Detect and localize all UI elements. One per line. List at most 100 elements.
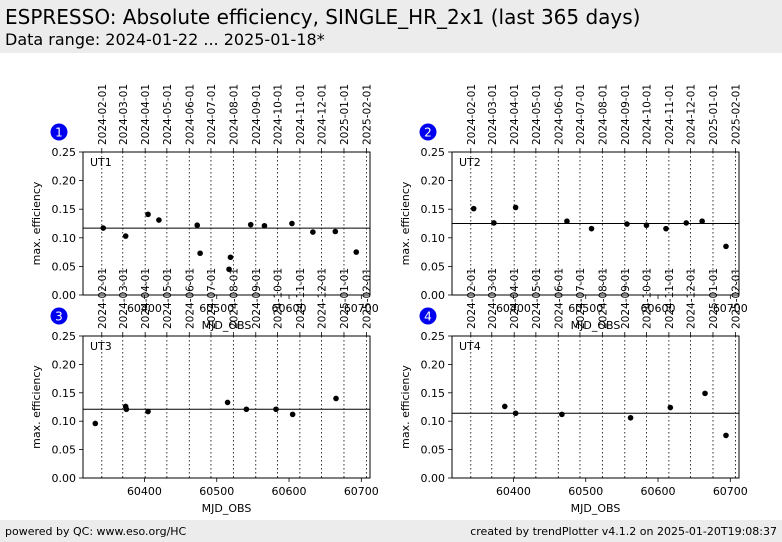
y-tick-label: 0.05 — [52, 260, 77, 273]
y-tick-label: 0.20 — [421, 175, 446, 188]
x-axis-label: MJD_OBS — [571, 319, 621, 332]
data-point — [624, 221, 630, 227]
data-point — [470, 205, 477, 212]
date-tick-label: 2024-10-01 — [641, 268, 653, 329]
x-tick-label: 60700 — [344, 302, 379, 315]
date-tick-label: 2024-06-01 — [184, 268, 196, 329]
footer-bar: powered by QC: www.eso.org/HC created by… — [0, 520, 782, 542]
date-tick-label: 2024-05-01 — [162, 84, 174, 145]
date-tick-label: 2024-04-01 — [509, 268, 521, 329]
y-axis-label: max. efficiency — [30, 365, 43, 449]
y-tick-label: 0.15 — [52, 203, 77, 216]
data-point — [273, 406, 279, 413]
data-point — [226, 266, 232, 273]
date-tick-label: 2024-02-01 — [466, 84, 478, 145]
data-point — [723, 243, 729, 250]
x-tick-label: 60500 — [199, 485, 234, 498]
data-point — [333, 395, 339, 402]
header-bar: ESPRESSO: Absolute efficiency, SINGLE_HR… — [0, 0, 782, 53]
y-tick-label: 0.25 — [421, 146, 446, 159]
data-point — [588, 225, 595, 232]
date-tick-label: 2024-03-01 — [118, 268, 130, 329]
date-tick-label: 2024-11-01 — [295, 268, 307, 329]
data-point — [289, 220, 295, 227]
panel-label: UT1 — [90, 156, 112, 169]
y-tick-label: 0.00 — [421, 289, 446, 302]
panel-label: UT2 — [459, 156, 481, 169]
date-tick-label: 2024-05-01 — [531, 84, 543, 145]
date-tick-label: 2024-12-01 — [686, 84, 698, 145]
date-tick-label: 2024-03-01 — [487, 268, 499, 329]
data-point — [156, 217, 162, 223]
data-point — [310, 229, 316, 235]
data-point — [353, 249, 360, 255]
panel-label: UT3 — [90, 340, 112, 353]
data-point — [145, 211, 151, 218]
date-tick-label: 2024-11-01 — [664, 268, 676, 329]
plot-background — [452, 336, 739, 478]
date-tick-label: 2024-12-01 — [317, 84, 329, 145]
date-tick-label: 2024-04-01 — [140, 268, 152, 329]
data-point — [332, 228, 339, 235]
y-tick-label: 0.00 — [421, 472, 446, 485]
plot-frame — [451, 151, 740, 296]
x-tick-label: 60600 — [641, 485, 676, 498]
y-tick-label: 0.10 — [52, 415, 77, 428]
x-tick-label: 60400 — [127, 485, 162, 498]
x-tick-label: 60400 — [496, 302, 531, 315]
x-axis-label: MJD_OBS — [202, 319, 252, 332]
data-point — [289, 411, 296, 418]
panel-number-badge — [50, 123, 68, 141]
plot-background — [83, 336, 370, 478]
data-point — [512, 410, 519, 417]
y-tick-label: 0.00 — [52, 289, 77, 302]
data-point — [627, 414, 634, 421]
date-tick-label: 2024-06-01 — [184, 84, 196, 145]
date-tick-label: 2025-01-01 — [708, 268, 720, 329]
date-tick-label: 2024-03-01 — [118, 84, 130, 145]
data-point — [197, 250, 203, 257]
date-tick-label: 2025-02-01 — [730, 268, 742, 329]
data-point — [224, 399, 231, 406]
date-tick-label: 2024-11-01 — [664, 84, 676, 145]
panel-number: 2 — [424, 126, 432, 140]
date-tick-label: 2024-05-01 — [531, 268, 543, 329]
date-tick-label: 2024-09-01 — [620, 268, 632, 329]
x-tick-label: 60400 — [496, 485, 531, 498]
y-tick-label: 0.10 — [421, 232, 446, 245]
data-point — [559, 411, 565, 418]
date-tick-label: 2024-02-01 — [97, 84, 109, 145]
date-tick-label: 2024-08-01 — [228, 84, 240, 145]
date-tick-label: 2024-04-01 — [509, 84, 521, 145]
date-tick-label: 2025-01-01 — [339, 268, 351, 329]
x-tick-label: 60700 — [713, 302, 748, 315]
data-point — [194, 222, 201, 229]
data-point — [123, 406, 130, 413]
data-point — [699, 218, 705, 225]
x-tick-label: 60400 — [127, 302, 162, 315]
plot-frame — [82, 151, 371, 296]
data-point — [145, 408, 151, 415]
page-subtitle: Data range: 2024-01-22 ... 2025-01-18* — [5, 30, 325, 49]
y-tick-label: 0.05 — [52, 444, 77, 457]
date-tick-label: 2024-09-01 — [251, 84, 263, 145]
panel-label: UT4 — [459, 340, 481, 353]
date-tick-label: 2024-08-01 — [597, 268, 609, 329]
date-tick-label: 2025-02-01 — [361, 84, 373, 145]
panel-number-badge — [419, 123, 437, 141]
date-tick-label: 2024-07-01 — [206, 268, 218, 329]
date-tick-label: 2024-12-01 — [686, 268, 698, 329]
x-tick-label: 60600 — [272, 302, 307, 315]
y-tick-label: 0.15 — [52, 387, 77, 400]
data-point — [501, 403, 508, 410]
x-tick-label: 60700 — [344, 485, 379, 498]
y-axis-label: max. efficiency — [30, 181, 43, 265]
data-point — [491, 220, 497, 226]
data-point — [702, 390, 708, 397]
plot-background — [83, 152, 370, 295]
footer-created: created by trendPlotter v4.1.2 on 2025-0… — [470, 525, 777, 538]
date-tick-label: 2025-02-01 — [730, 84, 742, 145]
date-tick-label: 2024-07-01 — [206, 84, 218, 145]
data-point — [643, 222, 650, 229]
